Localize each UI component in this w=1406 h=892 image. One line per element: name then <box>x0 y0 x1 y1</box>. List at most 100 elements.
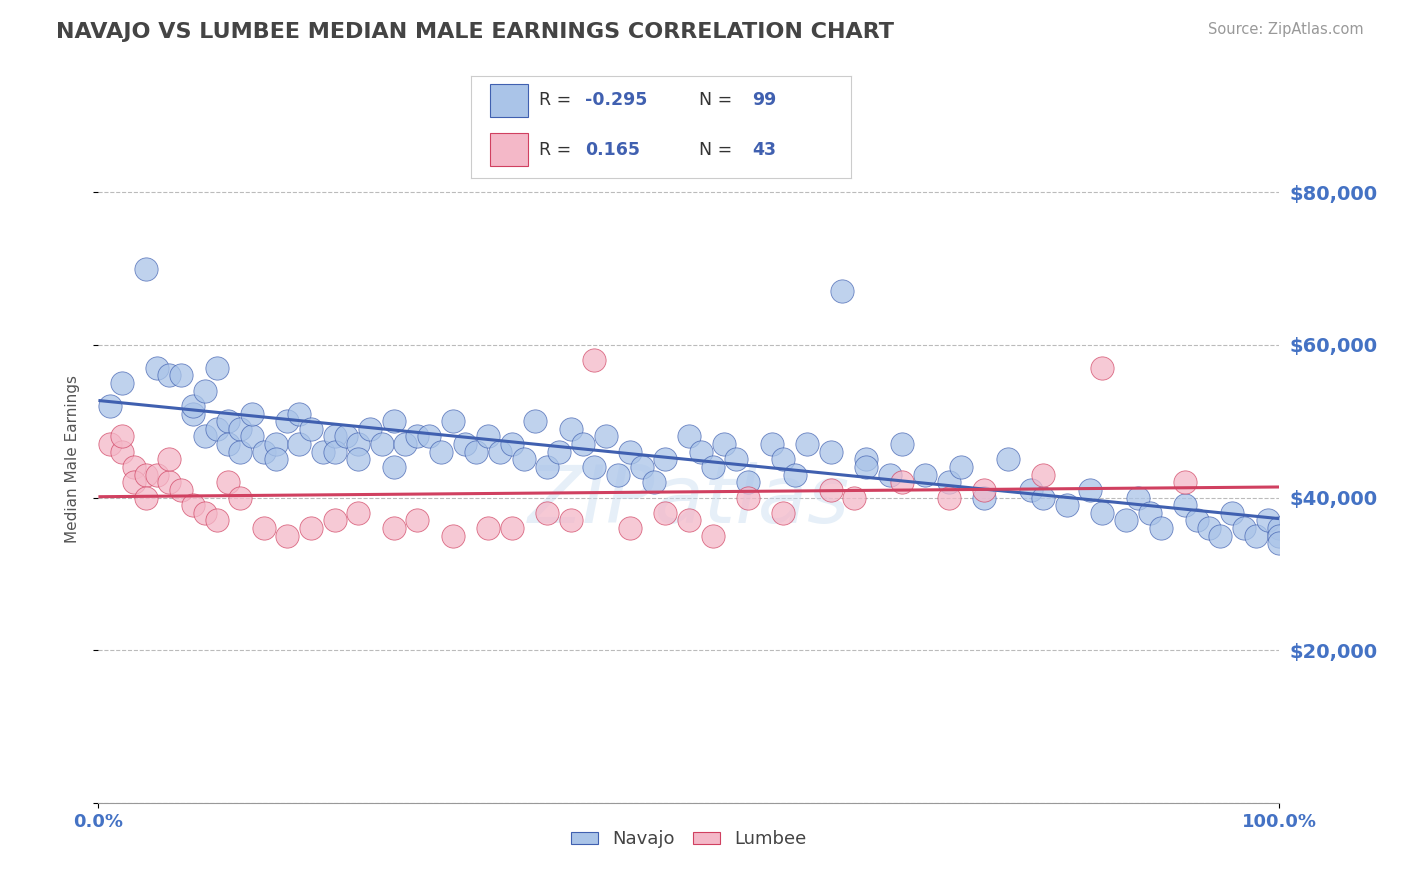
Point <box>394 437 416 451</box>
Point <box>1139 506 1161 520</box>
Point <box>359 422 381 436</box>
Text: N =: N = <box>699 141 738 159</box>
Point <box>276 414 298 428</box>
Point <box>135 491 157 505</box>
Text: -0.295: -0.295 <box>585 92 647 110</box>
Point <box>702 529 724 543</box>
Point <box>831 285 853 299</box>
Point <box>1174 498 1197 512</box>
Point <box>288 437 311 451</box>
Point <box>111 429 134 443</box>
Point <box>772 452 794 467</box>
Point <box>135 261 157 276</box>
Point <box>217 414 239 428</box>
Point <box>1244 529 1267 543</box>
Text: ZIPatlas: ZIPatlas <box>527 461 851 540</box>
Point <box>820 483 842 497</box>
Text: 99: 99 <box>752 92 776 110</box>
Point <box>820 444 842 458</box>
Point <box>157 368 180 383</box>
Point <box>607 467 630 482</box>
Point <box>146 360 169 375</box>
Point <box>689 444 711 458</box>
Point <box>1209 529 1232 543</box>
Text: N =: N = <box>699 92 738 110</box>
Text: Source: ZipAtlas.com: Source: ZipAtlas.com <box>1208 22 1364 37</box>
Point <box>1056 498 1078 512</box>
Y-axis label: Median Male Earnings: Median Male Earnings <box>65 376 80 543</box>
Point <box>548 444 571 458</box>
Point <box>465 444 488 458</box>
Point <box>890 475 912 490</box>
Point <box>1268 536 1291 550</box>
Text: R =: R = <box>540 141 582 159</box>
Point <box>501 437 523 451</box>
Point <box>725 452 748 467</box>
Point <box>1126 491 1149 505</box>
Point <box>299 521 322 535</box>
Point <box>1021 483 1043 497</box>
Point <box>583 353 606 368</box>
Point <box>181 407 204 421</box>
Point <box>323 444 346 458</box>
Point <box>938 491 960 505</box>
Text: 0.165: 0.165 <box>585 141 640 159</box>
Point <box>536 460 558 475</box>
Point <box>194 429 217 443</box>
Point <box>441 529 464 543</box>
Point <box>1233 521 1256 535</box>
Point <box>217 475 239 490</box>
Point <box>1174 475 1197 490</box>
Point <box>1257 513 1279 527</box>
Point <box>264 437 287 451</box>
Point <box>914 467 936 482</box>
Point <box>157 452 180 467</box>
Point <box>583 460 606 475</box>
Point <box>205 422 228 436</box>
Point <box>737 475 759 490</box>
Bar <box>491 133 529 166</box>
Bar <box>491 84 529 117</box>
Point <box>973 491 995 505</box>
Point <box>654 452 676 467</box>
Point <box>170 368 193 383</box>
Point <box>678 513 700 527</box>
Point <box>997 452 1019 467</box>
Point <box>157 475 180 490</box>
Point <box>347 506 370 520</box>
Point <box>949 460 972 475</box>
Point <box>1185 513 1208 527</box>
Text: 43: 43 <box>752 141 776 159</box>
Point <box>253 444 276 458</box>
Point <box>312 444 335 458</box>
Point <box>441 414 464 428</box>
Point <box>135 467 157 482</box>
Point <box>418 429 440 443</box>
Point <box>855 460 877 475</box>
Point <box>217 437 239 451</box>
Point <box>111 376 134 390</box>
Point <box>205 513 228 527</box>
Point <box>1150 521 1173 535</box>
Point <box>772 506 794 520</box>
Point <box>240 429 263 443</box>
Point <box>512 452 534 467</box>
Point <box>761 437 783 451</box>
Point <box>678 429 700 443</box>
Point <box>323 513 346 527</box>
Point <box>1115 513 1137 527</box>
Point <box>1080 483 1102 497</box>
Point <box>1198 521 1220 535</box>
Point <box>560 422 582 436</box>
Point <box>619 521 641 535</box>
Point <box>430 444 453 458</box>
Point <box>536 506 558 520</box>
Point <box>181 498 204 512</box>
Point <box>1032 491 1054 505</box>
Point <box>1220 506 1243 520</box>
Point <box>630 460 652 475</box>
Point <box>406 429 429 443</box>
Point <box>713 437 735 451</box>
Point <box>323 429 346 443</box>
Point <box>654 506 676 520</box>
